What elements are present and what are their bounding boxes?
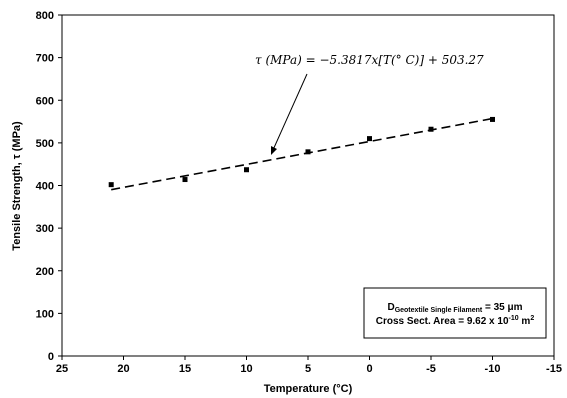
y-tick-label: 600 bbox=[36, 95, 54, 107]
info-box-line-1-main: D bbox=[387, 302, 394, 313]
x-tick-label: -10 bbox=[485, 363, 501, 375]
x-tick-label: 25 bbox=[56, 363, 68, 375]
y-tick-label: 300 bbox=[36, 223, 54, 235]
info-box-line-1-sub: Geotextile Single Filament bbox=[395, 307, 483, 314]
y-axis-title: Tensile Strength, τ (MPa) bbox=[11, 121, 23, 251]
info-box-line-2-rest: m bbox=[519, 316, 531, 327]
data-point bbox=[182, 177, 188, 183]
info-box-line-2-sup2: 2 bbox=[530, 315, 534, 322]
x-tick-label: -5 bbox=[426, 363, 436, 375]
x-tick-label: 10 bbox=[240, 363, 252, 375]
y-axis: 0 100 200 300 400 500 600 700 800 bbox=[36, 10, 62, 363]
equation-arrow bbox=[272, 73, 308, 151]
info-box-line-1: DGeotextile Single Filament = 35 μm bbox=[387, 302, 522, 314]
y-tick-label: 400 bbox=[36, 181, 54, 193]
x-axis: 25 20 15 10 5 0 -5 -10 -15 bbox=[56, 356, 562, 375]
data-point bbox=[244, 167, 249, 173]
x-tick-label: 5 bbox=[305, 363, 311, 375]
y-tick-label: 500 bbox=[36, 138, 54, 150]
info-box-line-2-main: Cross Sect. Area = 9.62 x 10 bbox=[376, 316, 509, 327]
x-tick-label: -15 bbox=[546, 363, 562, 375]
y-tick-label: 100 bbox=[36, 308, 54, 320]
y-tick-label: 800 bbox=[36, 10, 54, 22]
info-box-line-2: Cross Sect. Area = 9.62 x 10-10 m2 bbox=[376, 315, 535, 327]
data-point bbox=[428, 126, 434, 132]
y-tick-label: 0 bbox=[48, 351, 54, 363]
data-point bbox=[108, 182, 114, 188]
data-points bbox=[108, 116, 495, 188]
data-point bbox=[305, 149, 311, 155]
info-box: DGeotextile Single Filament = 35 μm Cros… bbox=[363, 287, 547, 339]
x-axis-title: Temperature (°C) bbox=[264, 383, 353, 395]
x-tick-label: 15 bbox=[179, 363, 191, 375]
equation-arrowhead bbox=[271, 146, 277, 155]
data-point bbox=[490, 116, 495, 122]
data-point bbox=[367, 136, 372, 142]
x-tick-label: 0 bbox=[366, 363, 372, 375]
info-box-frame bbox=[363, 287, 547, 339]
info-box-line-2-sup: -10 bbox=[509, 315, 519, 322]
info-box-line-1-rest: = 35 μm bbox=[482, 302, 522, 313]
y-tick-label: 200 bbox=[36, 266, 54, 278]
x-tick-label: 20 bbox=[117, 363, 129, 375]
y-tick-label: 700 bbox=[36, 53, 54, 65]
equation-label: τ (MPa) = −5.3817x[T(° C)] + 503.27 bbox=[255, 53, 484, 67]
